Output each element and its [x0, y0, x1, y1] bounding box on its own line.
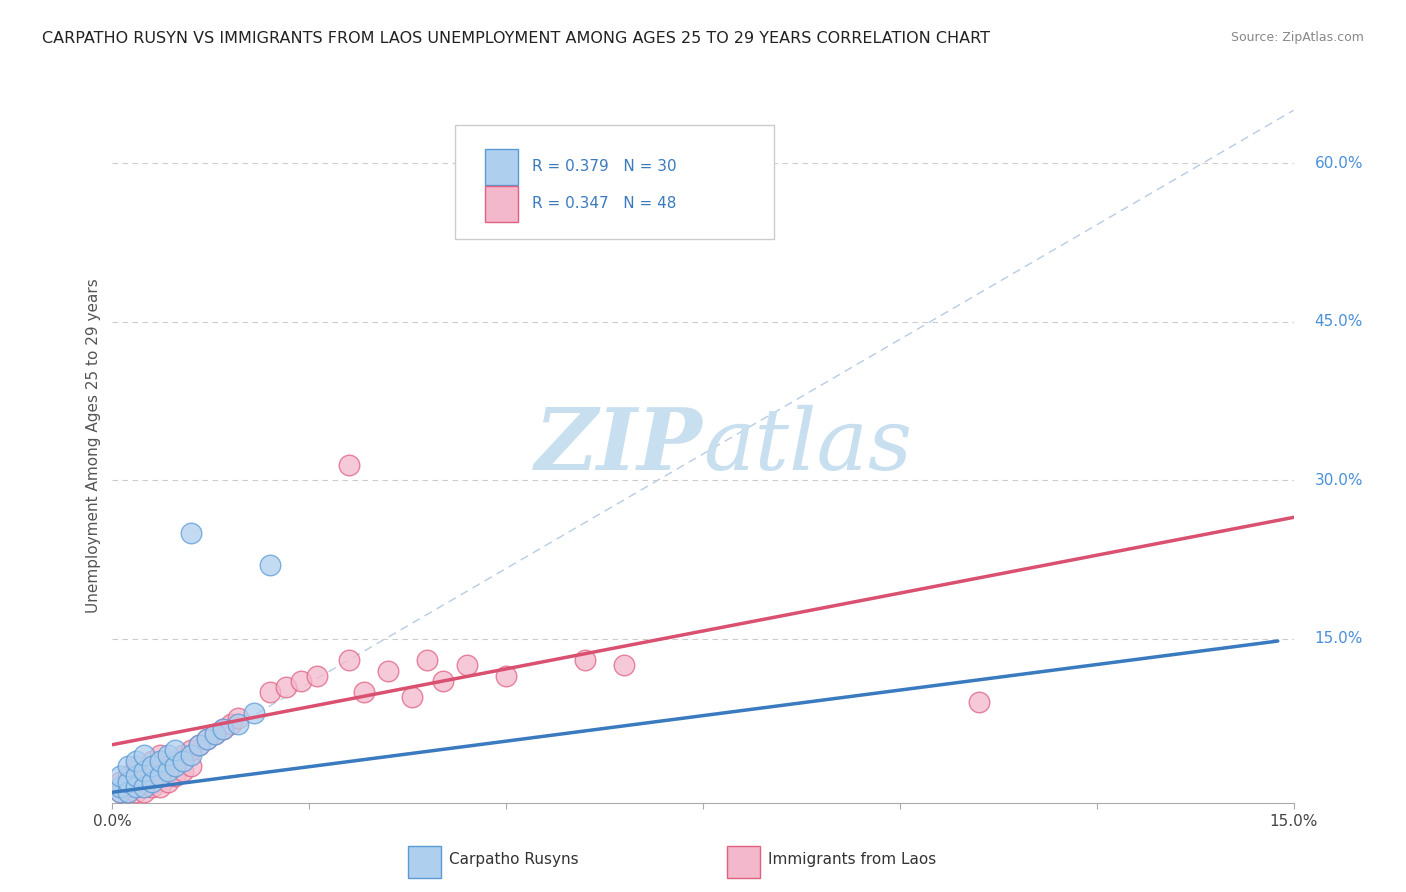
Point — [243, 706, 266, 720]
Point — [141, 754, 163, 768]
Point — [180, 526, 202, 541]
Text: 45.0%: 45.0% — [1315, 314, 1362, 329]
Point — [337, 653, 360, 667]
Point — [165, 743, 187, 757]
Text: R = 0.379   N = 30: R = 0.379 N = 30 — [531, 160, 676, 175]
Point — [110, 785, 132, 799]
Point — [228, 716, 250, 731]
Point — [432, 674, 454, 689]
Point — [141, 759, 163, 773]
Point — [337, 458, 360, 472]
Point — [141, 780, 163, 794]
Point — [110, 780, 132, 794]
Point — [132, 764, 155, 778]
Point — [149, 764, 172, 778]
FancyBboxPatch shape — [408, 846, 441, 878]
Point — [416, 653, 439, 667]
Point — [141, 774, 163, 789]
Point — [180, 743, 202, 757]
Point — [456, 658, 478, 673]
Point — [110, 769, 132, 783]
Point — [180, 748, 202, 763]
Text: Source: ZipAtlas.com: Source: ZipAtlas.com — [1230, 31, 1364, 45]
Text: CARPATHO RUSYN VS IMMIGRANTS FROM LAOS UNEMPLOYMENT AMONG AGES 25 TO 29 YEARS CO: CARPATHO RUSYN VS IMMIGRANTS FROM LAOS U… — [42, 31, 990, 46]
Text: R = 0.347   N = 48: R = 0.347 N = 48 — [531, 196, 676, 211]
Point — [165, 769, 187, 783]
FancyBboxPatch shape — [727, 846, 759, 878]
Point — [110, 785, 132, 799]
Point — [967, 695, 990, 709]
Point — [259, 558, 281, 572]
Point — [172, 764, 194, 778]
Point — [132, 748, 155, 763]
Point — [156, 764, 179, 778]
Text: atlas: atlas — [703, 405, 912, 487]
Point — [290, 674, 312, 689]
Point — [307, 669, 329, 683]
Text: Immigrants from Laos: Immigrants from Laos — [768, 853, 936, 867]
Point — [495, 669, 517, 683]
FancyBboxPatch shape — [456, 125, 773, 239]
Point — [195, 732, 218, 747]
Point — [149, 748, 172, 763]
Point — [211, 722, 233, 736]
Point — [172, 748, 194, 763]
Point — [195, 732, 218, 747]
Point — [141, 769, 163, 783]
Point — [117, 774, 139, 789]
Text: 15.0%: 15.0% — [1315, 632, 1362, 647]
FancyBboxPatch shape — [485, 186, 517, 222]
Point — [125, 780, 148, 794]
Point — [172, 754, 194, 768]
Point — [228, 711, 250, 725]
Point — [156, 759, 179, 773]
Point — [156, 748, 179, 763]
Text: ZIP: ZIP — [536, 404, 703, 488]
Point — [125, 785, 148, 799]
Y-axis label: Unemployment Among Ages 25 to 29 years: Unemployment Among Ages 25 to 29 years — [86, 278, 101, 614]
Point — [574, 653, 596, 667]
Point — [204, 727, 226, 741]
Text: Carpatho Rusyns: Carpatho Rusyns — [449, 853, 579, 867]
Point — [156, 774, 179, 789]
Point — [165, 754, 187, 768]
Point — [110, 774, 132, 789]
Point — [149, 780, 172, 794]
Point — [117, 785, 139, 799]
Point — [149, 754, 172, 768]
Point — [117, 785, 139, 799]
Point — [188, 738, 211, 752]
Point — [125, 769, 148, 783]
Point — [125, 780, 148, 794]
Point — [188, 738, 211, 752]
Point — [132, 774, 155, 789]
Point — [117, 759, 139, 773]
Point — [125, 759, 148, 773]
Point — [132, 780, 155, 794]
Point — [219, 716, 242, 731]
Point — [165, 759, 187, 773]
Point — [274, 680, 297, 694]
Point — [132, 785, 155, 799]
Point — [125, 754, 148, 768]
Point — [377, 664, 399, 678]
Point — [180, 759, 202, 773]
Point — [259, 685, 281, 699]
Point — [117, 780, 139, 794]
Point — [149, 769, 172, 783]
Point — [117, 769, 139, 783]
Point — [132, 764, 155, 778]
Point — [204, 727, 226, 741]
Point — [211, 722, 233, 736]
Text: 30.0%: 30.0% — [1315, 473, 1362, 488]
Point — [401, 690, 423, 704]
FancyBboxPatch shape — [485, 149, 517, 185]
Point — [353, 685, 375, 699]
Point — [613, 658, 636, 673]
Text: 60.0%: 60.0% — [1315, 156, 1362, 170]
Point — [125, 769, 148, 783]
